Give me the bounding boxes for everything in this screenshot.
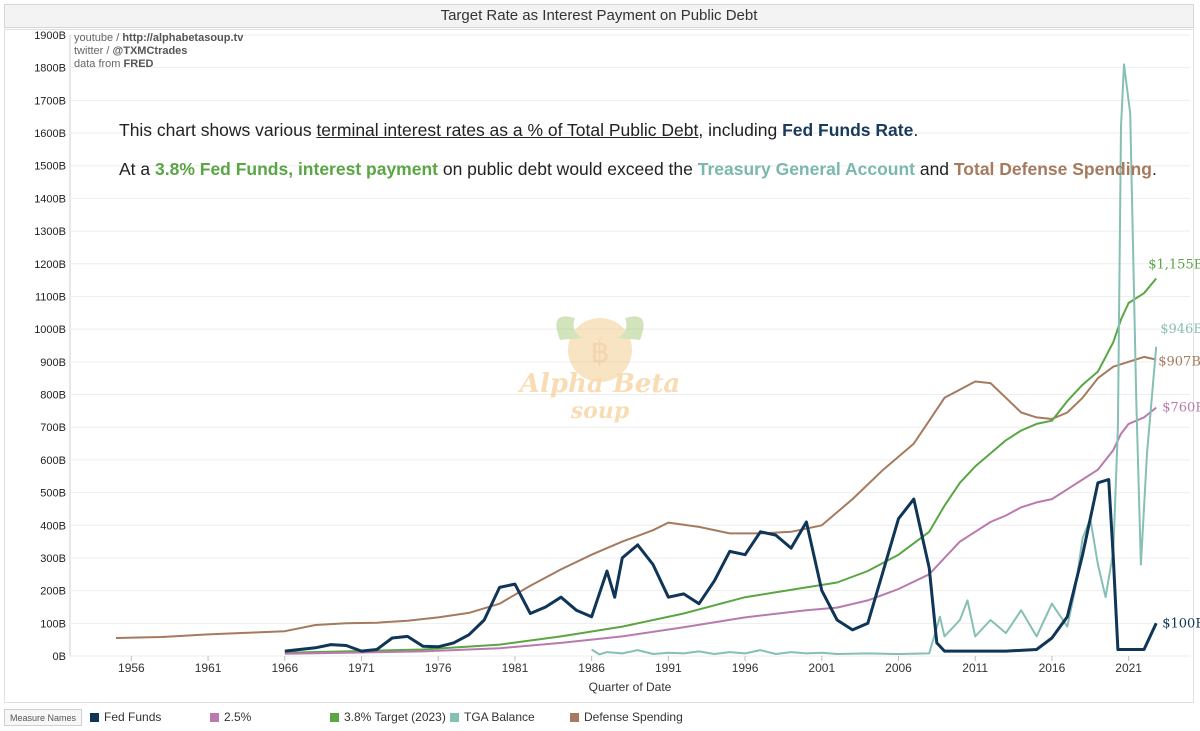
watermark-leaf-icon [618,316,644,340]
y-tick-label: 1400B [34,193,66,205]
x-tick-label: 2016 [1039,661,1066,675]
series-line-defense-spending [115,355,1157,639]
y-tick-label: 400B [40,520,66,532]
x-tick-label: 2001 [808,661,835,675]
legend: Measure Names Fed Funds 2.5% 3.8% Target… [4,707,1194,727]
y-tick-label: 1500B [34,161,66,173]
end-label: $760B [1162,401,1200,416]
y-tick-label: 1100B [35,291,66,303]
annotation-text: At a [119,159,155,179]
credit-twitter-handle[interactable]: @TXMCtrades [112,45,188,57]
watermark-bitcoin-icon: ฿ [590,335,609,370]
x-axis-label: Quarter of Date [589,680,672,694]
watermark-leaf-icon [556,316,582,340]
legend-swatch [90,712,99,722]
x-tick-label: 1976 [425,661,452,675]
x-tick-label: 1971 [348,661,375,675]
series-line-3-8-target-2023- [284,277,1157,654]
legend-swatch [570,712,579,722]
y-tick-label: 1900B [34,30,66,42]
end-label: $1,155B [1148,257,1200,272]
annotation-line-1: This chart shows various terminal intere… [119,120,918,141]
watermark-text: soup [570,398,630,424]
annotation-target: 3.8% Fed Funds, interest payment [155,159,438,179]
annotation-text: on public debt would exceed the [437,159,698,179]
y-tick-label: 1800B [34,63,66,75]
annotation-fed-funds: Fed Funds Rate [782,120,914,140]
credit-twitter-prefix: twitter / [74,45,113,57]
x-tick-label: 1996 [732,661,759,675]
annotation-text: . [1151,159,1157,179]
x-axis-ticks: 1956 1961 1966 1971 1976 1981 1986 1991 1996 2001… [118,661,1142,675]
y-tick-label: 800B [40,390,66,402]
annotation-tga: Treasury General Account [697,159,915,179]
end-label: $946B [1160,322,1200,337]
y-axis-ticks: 0B 100B 200B 300B 400B 500B 600B 700B 800B 900B 10… [34,30,66,663]
x-tick-label: 1966 [271,661,298,675]
chart-frame [4,29,1194,703]
legend-swatch [210,712,219,722]
x-tick-label: 1991 [655,661,682,675]
end-label: $907B [1158,355,1200,370]
legend-item-2-5[interactable]: 2.5% [210,710,251,724]
legend-label: Defense Spending [584,710,683,724]
end-label: $100B [1162,616,1200,631]
annotation-underlined: terminal interest rates as a % of Total … [316,120,699,140]
legend-item-3-8-target[interactable]: 3.8% Target (2023) [330,710,446,724]
chart-title: Target Rate as Interest Payment on Publi… [4,4,1194,28]
series-line-2-5- [284,406,1157,655]
legend-item-fed-funds[interactable]: Fed Funds [90,710,161,724]
credit-youtube-prefix: youtube / [74,32,123,44]
legend-label: 2.5% [224,710,252,724]
legend-title: Measure Names [4,709,82,726]
x-tick-label: 1981 [502,661,529,675]
x-tick-label: 1986 [578,661,605,675]
x-tick-label: 2006 [885,661,912,675]
y-tick-label: 600B [40,455,66,467]
y-tick-label: 100B [40,618,66,630]
watermark-text: Alpha Beta [517,369,680,399]
credits: youtube / http://alphabetasoup.tv twitte… [74,32,243,71]
series-line-fed-funds [284,478,1158,653]
credit-source: FRED [123,58,154,70]
x-tick-label: 1956 [118,661,145,675]
y-tick-label: 300B [40,553,66,565]
annotation-line-2: At a 3.8% Fed Funds, interest payment on… [119,159,1157,180]
x-tick-label: 1961 [195,661,222,675]
y-tick-label: 1300B [34,226,66,238]
y-tick-label: 900B [40,357,66,369]
legend-item-defense-spending[interactable]: Defense Spending [570,710,683,724]
annotation-text: This chart shows various [119,120,317,140]
annotation-text: , including [698,120,783,140]
series-line-tga-balance [591,63,1158,656]
watermark-logo: ฿ Alpha Beta soup [517,316,680,424]
y-tick-label: 1600B [34,128,66,140]
credit-source-prefix: data from [74,58,124,70]
end-labels: $907B $1,155B $760B $946B $100B [1148,257,1200,631]
annotation-defense: Total Defense Spending [953,159,1152,179]
y-tick-label: 0B [53,651,66,663]
annotation-text: . [913,120,919,140]
watermark-coin [568,318,632,382]
legend-label: TGA Balance [464,710,535,724]
y-tick-label: 700B [40,422,66,434]
credit-youtube-link[interactable]: http://alphabetasoup.tv [122,32,244,44]
y-tick-label: 1700B [34,95,66,107]
x-tick-label: 2021 [1115,661,1142,675]
grid-lines [69,34,1190,661]
annotation-text: and [914,159,954,179]
y-tick-label: 500B [40,488,66,500]
y-tick-label: 200B [40,586,66,598]
legend-label: Fed Funds [104,710,162,724]
legend-swatch [450,712,459,722]
series-lines [115,63,1158,656]
y-tick-label: 1000B [34,324,66,336]
legend-label: 3.8% Target (2023) [344,710,446,724]
legend-swatch [330,712,339,722]
legend-item-tga-balance[interactable]: TGA Balance [450,710,535,724]
x-tick-label: 2011 [962,661,988,675]
y-tick-label: 1200B [34,259,66,271]
